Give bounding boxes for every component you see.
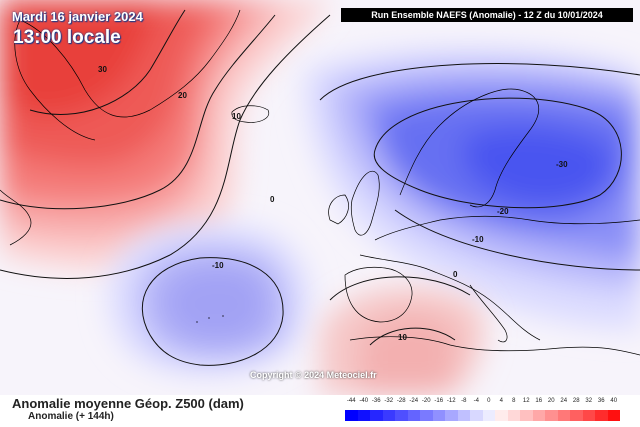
legend-swatch [482, 410, 495, 421]
contour-label-0-atlantic: 0 [270, 195, 275, 204]
legend-swatch [532, 410, 545, 421]
legend-tick-label: 28 [572, 398, 580, 404]
contour-label-minus30-scandinavia: -30 [556, 160, 568, 169]
legend-color-bar [345, 410, 620, 421]
contour-label-10-iceland: 10 [232, 112, 241, 121]
copyright-notice: Copyright © 2024 Meteociel.fr [250, 370, 377, 380]
forecast-date: Mardi 16 janvier 2024 [12, 9, 143, 24]
contour-lines [0, 9, 640, 366]
legend-tick-label: 8 [512, 398, 516, 404]
legend-tick-label: -20 [421, 398, 431, 404]
legend-swatch [557, 410, 570, 421]
contour-label-10-north-africa: 10 [398, 333, 407, 342]
legend-tick-label: 24 [560, 398, 568, 404]
legend-swatch [495, 410, 508, 421]
legend-tick-label: 32 [585, 398, 593, 404]
map-title: Anomalie moyenne Géop. Z500 (dam) [12, 396, 244, 411]
legend-swatch [470, 410, 483, 421]
contour-labels: 30 20 10 0 -10 -30 -20 -10 0 10 [98, 65, 568, 342]
legend-swatch [595, 410, 608, 421]
legend-swatch [345, 410, 358, 421]
contour-label-minus20-baltic: -20 [497, 207, 509, 216]
run-banner: Run Ensemble NAEFS (Anomalie) - 12 Z du … [341, 8, 633, 22]
contour-label-30-greenland: 30 [98, 65, 107, 74]
legend-tick-label: 20 [547, 398, 555, 404]
legend-tick-label: -16 [434, 398, 444, 404]
legend-swatch [420, 410, 433, 421]
map-subtitle: Anomalie (+ 144h) [28, 411, 114, 422]
legend-tick-label: -36 [371, 398, 381, 404]
anomaly-map-canvas: 30 20 10 0 -10 -30 -20 -10 0 10 [0, 0, 640, 395]
forecast-time: 13:00 locale [13, 27, 121, 48]
legend-tick-label: -8 [461, 398, 467, 404]
legend-swatch [445, 410, 458, 421]
legend-swatch [382, 410, 395, 421]
contour-label-minus10-central-europe: -10 [472, 235, 484, 244]
legend-tick-label: -40 [359, 398, 369, 404]
legend-tick-label: 4 [499, 398, 503, 404]
cold-anomaly-azores [108, 223, 310, 376]
legend-swatch [582, 410, 595, 421]
legend-swatch [507, 410, 520, 421]
legend-tick-labels: -44 -40 -36 -32 -28 -24 -20 -16 -12 -8 -4 0 4 8 12 16 20… [345, 398, 620, 408]
legend-swatch [457, 410, 470, 421]
warm-anomaly-north-africa [320, 286, 486, 395]
legend-swatch [570, 410, 583, 421]
anomaly-map: 30 20 10 0 -10 -30 -20 -10 0 10 [0, 0, 640, 395]
color-scale-legend: -44 -40 -36 -32 -28 -24 -20 -16 -12 -8 -4 0 4 8 12 16 20… [345, 398, 620, 424]
legend-tick-label: 36 [597, 398, 605, 404]
legend-swatch [395, 410, 408, 421]
legend-swatch [432, 410, 445, 421]
legend-swatch [357, 410, 370, 421]
legend-tick-label: 0 [487, 398, 491, 404]
legend-tick-label: -44 [346, 398, 356, 404]
legend-tick-label: 16 [535, 398, 543, 404]
land-outlines [0, 9, 640, 356]
cold-anomaly-scandinavia [304, 47, 640, 330]
legend-tick-label: -28 [396, 398, 406, 404]
legend-tick-label: -4 [473, 398, 479, 404]
legend-swatch [370, 410, 383, 421]
legend-tick-label: 12 [522, 398, 530, 404]
legend-tick-label: -32 [384, 398, 394, 404]
warm-anomaly-greenland [0, 0, 330, 269]
legend-swatch [407, 410, 420, 421]
legend-swatch [520, 410, 533, 421]
legend-swatch [607, 410, 620, 421]
legend-tick-label: -24 [409, 398, 419, 404]
contour-label-20-greenland: 20 [178, 91, 187, 100]
legend-tick-label: -12 [446, 398, 456, 404]
contour-label-minus10-azores: -10 [212, 261, 224, 270]
legend-swatch [545, 410, 558, 421]
legend-tick-label: 40 [610, 398, 618, 404]
contour-label-0-alps: 0 [453, 270, 458, 279]
